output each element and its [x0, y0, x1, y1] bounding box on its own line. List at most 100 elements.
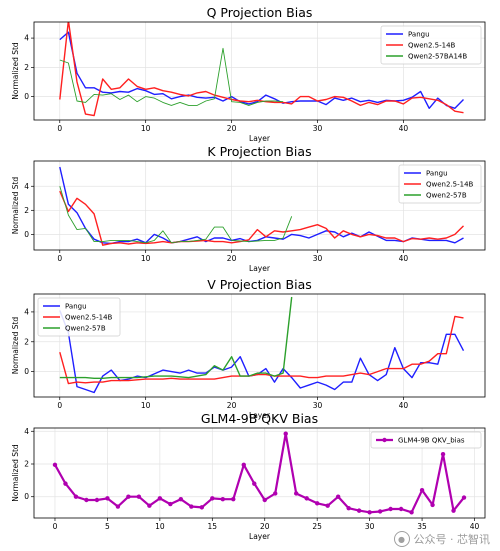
data-point — [178, 496, 184, 502]
chart-title: K Projection Bias — [207, 144, 311, 159]
data-point — [220, 496, 225, 502]
x-tick-label: 5 — [105, 522, 110, 531]
x-tick-label: 40 — [399, 124, 409, 133]
data-point — [199, 505, 205, 510]
x-tick-label: 20 — [260, 522, 270, 531]
data-point — [461, 495, 467, 500]
y-tick-label: 2 — [24, 206, 29, 215]
y-axis-label: Normalized Std — [11, 444, 20, 502]
data-point — [115, 504, 121, 509]
x-tick-label: 35 — [417, 522, 427, 531]
x-tick-label: 0 — [57, 124, 62, 133]
watermark: ● 公众号 · 芯智讯 — [393, 531, 490, 547]
data-point — [252, 481, 257, 486]
x-tick-label: 40 — [399, 401, 409, 410]
chart-panel-2: 0 10 20 30 40 0 2 4 K Projection Bias Layer Normal… — [11, 144, 486, 273]
x-tick-label: 20 — [227, 254, 237, 263]
series-group — [59, 296, 465, 394]
series-line-qwen2-5-14b — [59, 190, 464, 246]
x-tick-label: 15 — [208, 522, 218, 531]
data-point — [314, 501, 320, 506]
data-point — [94, 497, 100, 503]
legend-label: Pangu — [426, 170, 448, 178]
chart-title: V Projection Bias — [207, 277, 312, 292]
legend-label: Pangu — [408, 31, 430, 39]
y-tick-label: 2 — [24, 460, 29, 469]
data-point — [367, 510, 372, 515]
data-point — [105, 496, 110, 501]
data-point — [84, 497, 89, 503]
data-point — [136, 494, 142, 499]
data-point — [430, 502, 435, 508]
data-point — [273, 491, 278, 496]
data-point — [157, 496, 163, 501]
y-tick-label: 2 — [24, 63, 29, 72]
x-tick-label: 20 — [227, 401, 237, 410]
legend-label: Qwen2-57BA14B — [408, 53, 467, 61]
y-tick-label: 4 — [24, 182, 29, 191]
data-point — [388, 506, 393, 512]
series-group — [59, 166, 464, 246]
data-point — [398, 506, 404, 512]
y-axis-label: Normalized Std — [11, 177, 20, 235]
legend: Pangu Qwen2.5-14B Qwen2-57B — [398, 164, 482, 204]
legend-label: Qwen2.5-14B — [426, 181, 474, 189]
data-point — [126, 494, 131, 499]
legend-box — [37, 297, 121, 337]
data-point — [73, 494, 79, 499]
wechat-icon: ● — [393, 531, 410, 547]
chart-title: GLM4-9B QKV Bias — [201, 411, 318, 426]
data-point — [451, 508, 456, 513]
data-point — [440, 451, 446, 457]
series-line-qwen2-5-14b — [59, 315, 464, 385]
x-axis-label: Layer — [249, 411, 271, 420]
series-line-qwen2-57ba14b — [59, 47, 284, 106]
x-axis-label: Layer — [249, 264, 271, 273]
y-tick-label: 4 — [24, 307, 29, 316]
data-point — [210, 496, 215, 501]
data-point — [168, 501, 173, 507]
data-point — [356, 508, 362, 513]
y-tick-label: 2 — [24, 337, 29, 346]
x-tick-label: 30 — [313, 401, 323, 410]
x-tick-label: 10 — [141, 124, 151, 133]
legend-label: GLM4-9B QKV_bias — [398, 437, 465, 445]
y-tick-label: 0 — [24, 367, 29, 376]
y-tick-label: 0 — [24, 230, 29, 239]
data-point — [189, 504, 194, 509]
x-axis-label: Layer — [249, 134, 271, 143]
series-line-qwen2-5-14b — [59, 22, 464, 117]
x-tick-label: 30 — [313, 254, 323, 263]
series-group — [59, 22, 465, 117]
series-group — [52, 431, 467, 515]
data-point — [147, 503, 152, 508]
legend-box — [370, 431, 482, 449]
x-tick-label: 0 — [57, 401, 62, 410]
legend-label: Qwen2.5-14B — [65, 314, 113, 322]
legend-label: Qwen2.5-14B — [408, 42, 456, 50]
axes-frame — [33, 293, 486, 398]
x-tick-label: 0 — [53, 522, 58, 531]
axes-frame — [33, 160, 486, 251]
data-point — [325, 503, 330, 508]
y-tick-label: 4 — [24, 34, 29, 43]
data-point — [294, 491, 299, 496]
x-tick-label: 30 — [313, 124, 323, 133]
data-point — [377, 509, 383, 514]
data-point — [262, 497, 267, 503]
y-tick-label: 0 — [24, 492, 29, 501]
chart-panel-1: 0 10 20 30 40 0 2 4 Q Projection Bias Layer Normal… — [11, 5, 486, 143]
legend-box — [398, 164, 482, 204]
legend-label: Qwen2-57B — [426, 192, 467, 200]
chart-title: Q Projection Bias — [207, 5, 313, 20]
data-point — [346, 505, 351, 511]
legend-box — [380, 25, 482, 65]
data-point — [409, 510, 414, 515]
x-tick-label: 40 — [470, 522, 480, 531]
data-point — [283, 431, 288, 436]
series-line-qwen2-57b — [59, 296, 293, 379]
legend-label: Pangu — [65, 303, 87, 311]
x-tick-label: 40 — [399, 254, 409, 263]
y-axis-label: Normalized Std — [11, 317, 20, 375]
